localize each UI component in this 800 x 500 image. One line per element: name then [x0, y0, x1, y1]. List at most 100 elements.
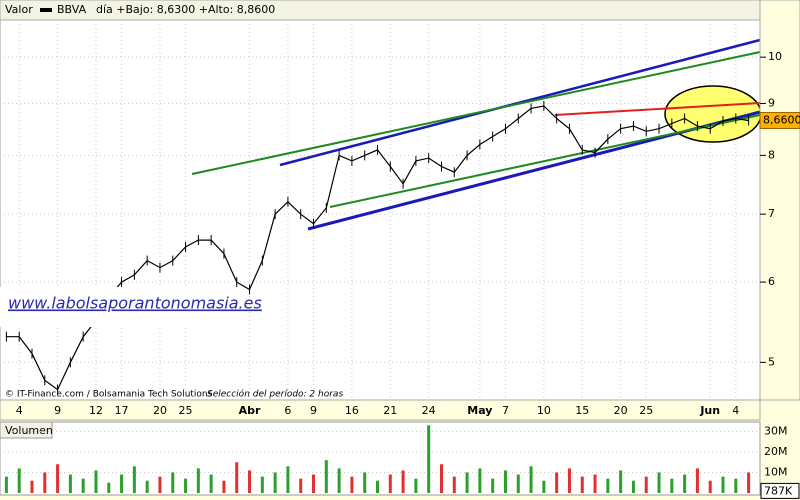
volume-bar: [516, 474, 520, 493]
volume-bar: [439, 464, 443, 493]
y-tick-label: 20M: [764, 445, 788, 458]
volume-bar: [94, 470, 98, 493]
volume-bar: [491, 478, 495, 493]
volume-title: Volumen: [5, 424, 53, 437]
y-tick-label: 10M: [764, 465, 788, 478]
volume-bar: [43, 472, 47, 493]
y-tick-label: 7: [768, 207, 775, 220]
volume-bar: [657, 472, 661, 493]
x-tick-label: 12: [89, 404, 103, 417]
y-tick-label: 30M: [764, 424, 788, 437]
volume-bar: [68, 474, 72, 493]
volume-bar: [427, 425, 431, 493]
x-tick-label: 4: [16, 404, 23, 417]
watermark: www.labolsaporantonomasia.es: [8, 294, 262, 313]
legend-swatch: [40, 8, 52, 12]
credit: © IT-Finance.com / Bolsamania Tech Solut…: [5, 390, 213, 400]
last-volume: 787K: [764, 484, 793, 497]
volume-bar: [184, 478, 188, 493]
volume-bar: [414, 478, 418, 493]
y-tick-label: 10: [768, 50, 782, 63]
volume-bar: [196, 468, 200, 493]
x-tick-label: 20: [614, 404, 628, 417]
volume-bar: [747, 472, 751, 493]
volume-bar: [542, 480, 546, 493]
x-tick-label: 6: [284, 404, 291, 417]
y-tick-label: 8: [768, 148, 775, 161]
volume-bar: [235, 462, 239, 493]
volume-bar: [644, 476, 648, 493]
last-price: 8,6600: [763, 113, 800, 126]
x-tick-label: 7: [502, 404, 509, 417]
volume-bar: [299, 478, 303, 493]
volume-bar: [337, 468, 341, 493]
volume-bar: [670, 478, 674, 493]
y-tick-label: 9: [768, 97, 775, 110]
watermark-box: [0, 287, 238, 327]
volume-bar: [683, 474, 687, 493]
right-axis: [759, 0, 800, 401]
volume-bar: [593, 474, 597, 493]
volume-bar: [363, 472, 367, 493]
volume-bar: [260, 476, 264, 493]
volume-bar: [721, 476, 725, 493]
volume-bar: [695, 468, 699, 493]
x-tick-label: Jun: [699, 404, 720, 417]
period: Selección del período: 2 horas: [207, 389, 343, 400]
volume-bar: [312, 474, 316, 493]
volume-bar: [580, 476, 584, 493]
volume-bar: [376, 480, 379, 493]
y-tick-label: 5: [768, 355, 775, 368]
x-tick-label: 15: [575, 404, 589, 417]
x-tick-label: Abr: [239, 404, 261, 417]
x-tick-label: 9: [54, 404, 61, 417]
x-axis-strip: [0, 399, 761, 421]
x-tick-label: 25: [179, 404, 193, 417]
volume-bar: [452, 476, 456, 493]
price-group: [0, 20, 760, 400]
trendlines: [191, 38, 761, 231]
volume-bar: [286, 466, 290, 493]
volume-bar: [4, 476, 8, 493]
volume-bar: [248, 470, 252, 493]
header-range: día +Bajo: 8,6300 +Alto: 8,8600: [96, 3, 275, 16]
volume-bar: [606, 478, 610, 493]
volume-bar: [478, 468, 482, 493]
x-tick-label: 17: [115, 404, 129, 417]
x-tick-label: 4: [732, 404, 739, 417]
trendline: [329, 114, 761, 208]
trendline: [554, 102, 761, 116]
header-label: Valor: [5, 3, 33, 16]
volume-bar: [145, 480, 149, 493]
x-tick-label: 9: [310, 404, 317, 417]
price-line: [6, 105, 749, 391]
volume-bar: [30, 480, 34, 493]
x-tick-label: 10: [537, 404, 551, 417]
volume-bar: [158, 476, 162, 493]
volume-bar: [708, 480, 712, 493]
volume-bar: [17, 468, 21, 493]
volume-title-box: [0, 421, 53, 439]
volume-bar: [209, 474, 213, 493]
volume-bar: [350, 476, 354, 493]
volume-bar: [567, 468, 571, 493]
volume-bar: [120, 474, 124, 493]
volume-bar: [503, 470, 507, 493]
last-price-box: [759, 111, 800, 129]
x-tick-label: 25: [639, 404, 653, 417]
trendline: [191, 51, 761, 175]
volume-bar: [388, 474, 392, 493]
volume-bar: [555, 472, 559, 493]
volume-bar: [56, 464, 60, 493]
volume-bar: [222, 480, 226, 493]
volume-bar: [631, 480, 635, 493]
volume-bar: [171, 472, 175, 493]
last-volume-box: [760, 482, 800, 499]
volume-bar: [107, 482, 111, 493]
trendline: [279, 38, 761, 167]
x-tick-label: 16: [345, 404, 359, 417]
volume-bar: [734, 478, 738, 493]
x-tick-label: 20: [153, 404, 167, 417]
x-tick-label: May: [467, 404, 492, 417]
